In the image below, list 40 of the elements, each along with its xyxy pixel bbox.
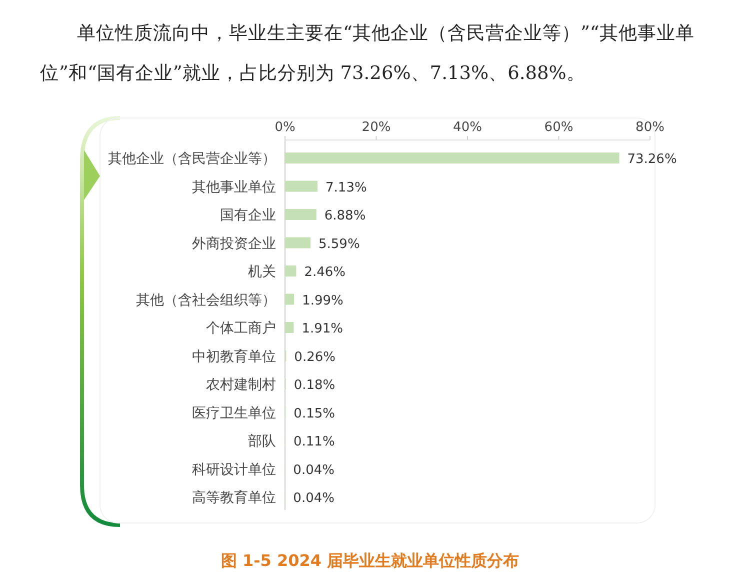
data-label: 5.59% — [318, 236, 360, 252]
y-tick-label: 其他企业（含民营企业等） — [108, 151, 276, 167]
x-tick-label: 20% — [362, 120, 391, 135]
data-label: 0.04% — [293, 491, 334, 506]
data-label: 6.88% — [324, 208, 366, 224]
text: 图 1-5 2024 届毕业生就业单位性质分布 — [220, 551, 520, 570]
data-label: 7.13% — [326, 180, 367, 196]
x-tick-label: 0% — [274, 120, 296, 135]
x-tick-label: 80% — [636, 120, 664, 135]
bar — [285, 180, 318, 192]
x-tick-label: 60% — [544, 120, 574, 135]
data-label: 73.26% — [627, 152, 677, 167]
data-label: 0.15% — [294, 406, 335, 422]
bar — [285, 266, 296, 276]
text: 单位性质流向中，毕业生主要在“其他企业（含民营企业等）”“其他事业单位”和“国有企业”就业，占比分别为 73.26%、7.13%、6.88%。 — [40, 22, 696, 86]
data-label: 0.11% — [294, 434, 335, 450]
data-label: 1.91% — [302, 322, 344, 336]
y-tick-label: 其他（含社会组织等） — [136, 292, 276, 308]
y-tick-label: 高等教育单位 — [192, 489, 276, 506]
data-label: 2.46% — [304, 265, 346, 280]
bar — [285, 322, 294, 333]
data-label: 0.04% — [293, 462, 334, 478]
bar — [285, 237, 311, 248]
y-tick-label: 部队 — [248, 434, 276, 450]
data-label: 1.99% — [302, 293, 344, 308]
y-tick-label: 机关 — [248, 264, 276, 280]
bar — [285, 209, 316, 220]
y-tick-label: 国有企业 — [220, 208, 276, 224]
y-tick-label: 中初教育单位 — [192, 348, 276, 365]
data-label: 0.26% — [294, 350, 336, 365]
y-tick-label: 农村建制村 — [206, 377, 276, 393]
y-tick-label: 个体工商户 — [206, 320, 276, 336]
bar — [285, 152, 620, 164]
x-tick-label: 40% — [453, 120, 482, 135]
y-tick-label: 医疗卫生单位 — [192, 405, 276, 422]
y-tick-label: 科研设计单位 — [192, 462, 276, 478]
y-tick-label: 其他事业单位 — [192, 179, 276, 196]
data-label: 0.18% — [294, 378, 336, 393]
bar — [285, 294, 294, 305]
y-tick-label: 外商投资企业 — [192, 236, 276, 252]
